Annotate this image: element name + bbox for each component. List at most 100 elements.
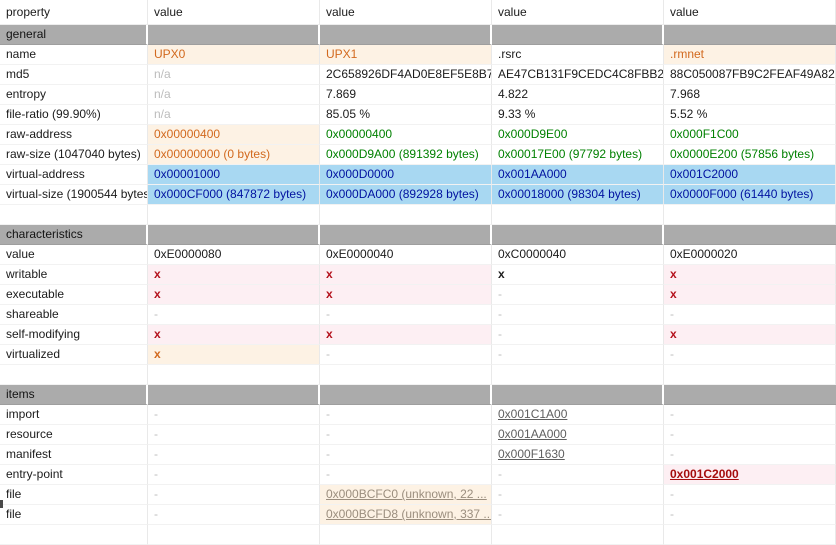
value-cell: 5.52 % [664, 105, 836, 125]
property-cell: raw-size (1047040 bytes) [0, 145, 148, 165]
column-header-value-3[interactable]: value [492, 0, 664, 25]
spacer-cell [492, 525, 664, 545]
property-cell: manifest [0, 445, 148, 465]
column-header-value-4[interactable]: value [664, 0, 836, 25]
value-cell: x [492, 265, 664, 285]
value-cell: 0x001AA000 [492, 165, 664, 185]
value-cell: - [148, 305, 320, 325]
section-title: items [0, 385, 148, 405]
value-cell: - [320, 345, 492, 365]
spacer-cell [0, 205, 148, 225]
table-row: virtual-address 0x00001000 0x000D0000 0x001… [0, 165, 836, 185]
value-link-cell[interactable]: 0x000BCFC0 (unknown, 22 ... [320, 485, 492, 505]
value-link-cell[interactable]: 0x001C2000 [664, 465, 836, 485]
spacer-cell [148, 205, 320, 225]
column-header-value-2[interactable]: value [320, 0, 492, 25]
value-cell: - [664, 305, 836, 325]
value-link-cell[interactable]: 0x001C1A00 [492, 405, 664, 425]
value-cell: x [320, 325, 492, 345]
spacer-cell [664, 525, 836, 545]
value-cell: - [664, 505, 836, 525]
value-link-cell[interactable]: 0x000F1630 [492, 445, 664, 465]
section-header-fill [148, 385, 320, 405]
table-row: name UPX0 UPX1 .rsrc .rmnet [0, 45, 836, 65]
value-cell: 0x0000F000 (61440 bytes) [664, 185, 836, 205]
table-row: self-modifying x x - x [0, 325, 836, 345]
property-cell: entry-point [0, 465, 148, 485]
value-cell: - [492, 305, 664, 325]
section-header-fill [148, 225, 320, 245]
property-cell: resource [0, 425, 148, 445]
table-row: executable x x - x [0, 285, 836, 305]
value-cell: .rsrc [492, 45, 664, 65]
value-cell: - [664, 425, 836, 445]
value-link-cell[interactable]: 0x000BCFD8 (unknown, 337 ... [320, 505, 492, 525]
property-cell: md5 [0, 65, 148, 85]
table-row: md5 n/a 2C658926DF4AD0E8EF5E8B7... AE47CB13… [0, 65, 836, 85]
column-header-value-1[interactable]: value [148, 0, 320, 25]
value-cell: 7.968 [664, 85, 836, 105]
value-cell: x [664, 285, 836, 305]
value-cell: 0xE0000020 [664, 245, 836, 265]
scroll-corner-mark [0, 500, 3, 508]
table-row: file -0x000BCFD8 (unknown, 337 ... - - [0, 505, 836, 525]
spacer-cell [320, 205, 492, 225]
property-cell: self-modifying [0, 325, 148, 345]
value-cell: - [320, 305, 492, 325]
table-row: virtual-size (1900544 bytes) 0x000CF000 (… [0, 185, 836, 205]
value-cell: 0x00001000 [148, 165, 320, 185]
value-cell: AE47CB131F9CEDC4C8FBB2... [492, 65, 664, 85]
value-cell: - [492, 485, 664, 505]
value-cell: x [148, 345, 320, 365]
value-cell: 0x00000400 [320, 125, 492, 145]
spacer-cell [664, 205, 836, 225]
value-cell: x [148, 265, 320, 285]
value-cell: - [492, 285, 664, 305]
table-row: writable x x x x [0, 265, 836, 285]
value-cell: .rmnet [664, 45, 836, 65]
spacer-row [0, 365, 836, 385]
column-header-property[interactable]: property [0, 0, 148, 25]
value-cell: 85.05 % [320, 105, 492, 125]
table-row: resource - -0x001AA000- [0, 425, 836, 445]
value-cell: - [320, 445, 492, 465]
property-cell: file [0, 505, 148, 525]
value-cell: - [148, 405, 320, 425]
value-cell: n/a [148, 85, 320, 105]
section-header-items: items [0, 385, 836, 405]
spacer-cell [320, 525, 492, 545]
value-cell: x [320, 285, 492, 305]
section-title: characteristics [0, 225, 148, 245]
section-header-fill [492, 25, 664, 45]
property-cell: name [0, 45, 148, 65]
value-link-cell[interactable]: 0x001AA000 [492, 425, 664, 445]
property-cell: file [0, 485, 148, 505]
value-cell: - [664, 445, 836, 465]
table-row: value 0xE0000080 0xE0000040 0xC0000040 0xE00… [0, 245, 836, 265]
section-title: general [0, 25, 148, 45]
value-cell: x [148, 325, 320, 345]
value-cell: - [320, 465, 492, 485]
value-cell: 0x00018000 (98304 bytes) [492, 185, 664, 205]
value-cell: - [492, 325, 664, 345]
property-cell: virtual-size (1900544 bytes) [0, 185, 148, 205]
value-cell: 0x000D0000 [320, 165, 492, 185]
table-row: shareable - - - - [0, 305, 836, 325]
property-cell: virtualized [0, 345, 148, 365]
section-header-fill [664, 25, 836, 45]
table-row: file-ratio (99.90%) n/a 85.05 % 9.33 % 5.52 … [0, 105, 836, 125]
table-row: manifest - -0x000F1630- [0, 445, 836, 465]
value-cell: 0x000D9E00 [492, 125, 664, 145]
section-header-fill [664, 385, 836, 405]
section-header-fill [148, 25, 320, 45]
value-cell: UPX0 [148, 45, 320, 65]
value-cell: - [148, 445, 320, 465]
value-cell: x [664, 325, 836, 345]
spacer-cell [492, 205, 664, 225]
value-cell: n/a [148, 105, 320, 125]
section-header-fill [320, 225, 492, 245]
section-header-fill [492, 385, 664, 405]
property-cell: entropy [0, 85, 148, 105]
property-cell: shareable [0, 305, 148, 325]
